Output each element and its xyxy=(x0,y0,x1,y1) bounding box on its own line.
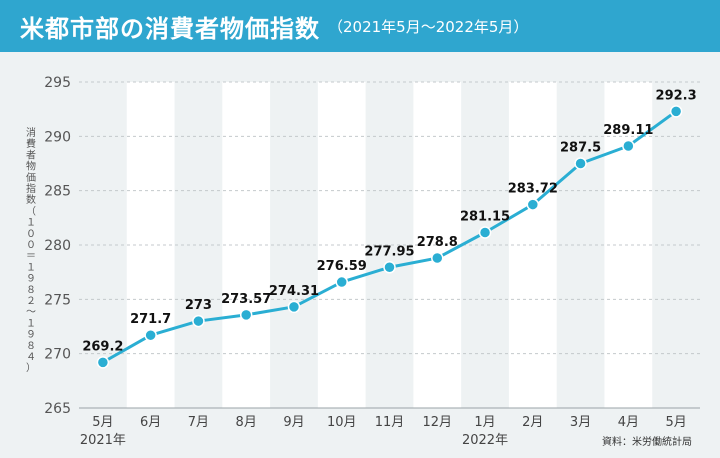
y-tick-label: 265 xyxy=(44,401,71,417)
data-label: 276.59 xyxy=(317,259,367,274)
y-axis-label-char: ～ xyxy=(26,307,36,318)
y-axis-label-char: ８ xyxy=(26,285,36,296)
x-tick-label: 5月 xyxy=(92,415,113,430)
chart-header: 米都市部の消費者物価指数 （2021年5月～2022年5月） xyxy=(0,0,720,52)
y-tick-label: 290 xyxy=(44,129,71,145)
x-tick-label: 3月 xyxy=(570,415,591,430)
data-point xyxy=(192,314,205,328)
data-label: 271.7 xyxy=(130,312,171,327)
data-point xyxy=(431,251,444,265)
y-tick-label: 295 xyxy=(44,75,71,91)
y-tick-label: 280 xyxy=(44,238,71,254)
x-tick-label: 7月 xyxy=(188,415,209,430)
x-tick-label: 2月 xyxy=(522,415,543,430)
data-label: 287.5 xyxy=(560,141,601,156)
x-tick-label: 8月 xyxy=(236,415,257,430)
y-axis-label-char: 物 xyxy=(26,160,36,173)
y-axis-label-char: ２ xyxy=(26,296,36,307)
data-label: 269.2 xyxy=(82,339,123,354)
y-axis-label-char: ８ xyxy=(26,341,36,352)
y-axis-label-char: ９ xyxy=(26,274,36,285)
data-point xyxy=(144,328,157,342)
x-tick-label: 10月 xyxy=(327,415,357,430)
y-axis-label-char: 指 xyxy=(26,182,36,195)
data-label: 289.11 xyxy=(603,123,653,138)
source-note: 資料：米労働統計局 xyxy=(602,437,692,448)
data-label: 273.57 xyxy=(221,292,271,307)
data-point xyxy=(574,157,587,170)
data-label: 277.95 xyxy=(364,244,414,259)
y-tick-label: 275 xyxy=(44,292,71,308)
data-point xyxy=(383,261,396,274)
y-axis-label-char: ４ xyxy=(26,352,36,363)
y-axis-label-char: ） xyxy=(26,362,36,374)
y-tick-label: 270 xyxy=(44,347,71,363)
data-label: 281.15 xyxy=(460,210,510,225)
x-year-label: 2022年 xyxy=(462,433,508,448)
chart-subtitle: （2021年5月～2022年5月） xyxy=(328,17,529,36)
data-point xyxy=(239,308,253,322)
y-axis-label-char: ９ xyxy=(26,330,36,341)
x-tick-label: 4月 xyxy=(618,415,639,430)
y-tick-label: 285 xyxy=(44,184,71,200)
y-axis-label-char: １ xyxy=(26,262,36,273)
x-tick-label: 5月 xyxy=(665,415,686,430)
data-point xyxy=(96,356,110,369)
cpi-line-chart: 265270275280285290295消費者物価指数（１００＝１９８２～１９… xyxy=(0,52,720,458)
x-tick-label: 9月 xyxy=(283,415,304,430)
y-axis-label-char: １ xyxy=(26,318,36,329)
data-point xyxy=(526,198,540,211)
x-year-label: 2021年 xyxy=(80,433,126,448)
y-axis-label-char: 価 xyxy=(26,171,36,184)
y-axis-label-char: ＝ xyxy=(26,251,36,262)
data-point xyxy=(478,226,492,239)
data-label: 283.72 xyxy=(508,182,558,197)
chart-title: 米都市部の消費者物価指数 xyxy=(20,14,320,43)
y-axis-label-char: 者 xyxy=(26,149,36,161)
y-axis-label-char: （ xyxy=(26,205,36,217)
data-label: 278.8 xyxy=(417,235,458,250)
x-tick-label: 11月 xyxy=(375,415,405,430)
y-axis-label-char: ０ xyxy=(26,240,36,251)
y-axis-label-char: 数 xyxy=(26,193,36,206)
data-point xyxy=(335,275,348,289)
data-label: 273 xyxy=(185,298,212,313)
y-axis-label-char: 消 xyxy=(26,126,36,139)
data-label: 292.3 xyxy=(656,88,697,103)
y-axis-label-char: ０ xyxy=(26,229,36,240)
x-tick-label: 6月 xyxy=(140,415,161,430)
data-point xyxy=(622,139,635,153)
data-point xyxy=(287,300,301,314)
data-point xyxy=(669,105,683,118)
x-tick-label: 12月 xyxy=(422,415,452,430)
x-tick-label: 1月 xyxy=(474,415,495,430)
data-label: 274.31 xyxy=(269,284,319,299)
y-axis-label-char: 費 xyxy=(26,137,36,150)
y-axis-label-char: １ xyxy=(26,218,36,229)
